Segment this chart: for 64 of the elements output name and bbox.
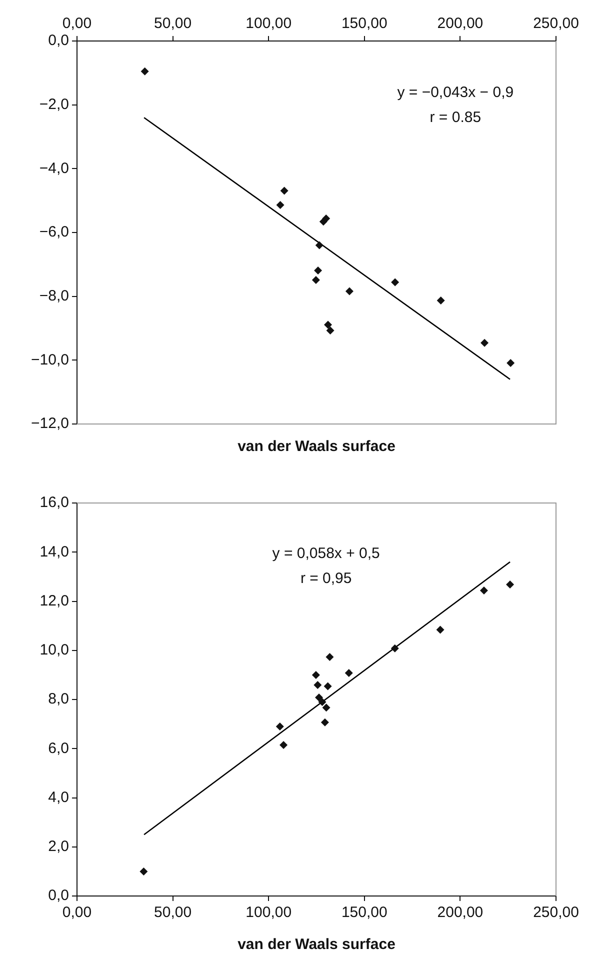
y-tick-label: 6,0 xyxy=(48,740,69,757)
point xyxy=(280,740,288,749)
y-tick-label: −6,0 xyxy=(39,224,69,241)
point xyxy=(324,682,332,690)
x-axis-title: van der Waals surface xyxy=(236,936,396,953)
point xyxy=(506,359,515,368)
y-tick-label: −12,0 xyxy=(31,415,69,432)
point xyxy=(322,214,330,222)
y-tick-label: −10,0 xyxy=(31,351,69,368)
point xyxy=(276,722,284,731)
y-tick-label: 4,0 xyxy=(48,788,69,806)
y-tick-label: −2,0 xyxy=(39,96,69,113)
y-tick-label: −8,0 xyxy=(39,287,69,304)
y-tick-label: 10,0 xyxy=(40,642,69,659)
point xyxy=(480,586,488,594)
x-tick-label: 0,00 xyxy=(62,15,92,32)
x-tick-label: 250,00 xyxy=(533,904,579,922)
x-tick-label: 150,00 xyxy=(341,904,388,922)
point xyxy=(314,266,322,274)
x-axis-title: van der Waals surface xyxy=(236,438,396,455)
point xyxy=(436,296,445,304)
x-tick-label: 200,00 xyxy=(437,15,484,32)
y-tick-label: 12,0 xyxy=(40,592,69,610)
y-tick-label: 14,0 xyxy=(40,543,69,560)
point xyxy=(436,626,444,634)
point xyxy=(345,287,354,296)
x-tick-label: 0,00 xyxy=(62,904,92,922)
point xyxy=(320,718,329,726)
point xyxy=(276,201,284,210)
point xyxy=(280,186,288,195)
point xyxy=(322,704,330,712)
point xyxy=(324,320,332,329)
point xyxy=(314,694,323,702)
point xyxy=(312,276,320,284)
point xyxy=(480,338,489,347)
point xyxy=(140,867,148,876)
point xyxy=(318,698,326,706)
point xyxy=(312,670,320,679)
x-tick-label: 100,00 xyxy=(246,904,292,922)
x-tick-label: 150,00 xyxy=(341,15,388,32)
point xyxy=(140,67,149,76)
y-tick-label: 0,0 xyxy=(48,887,69,904)
point xyxy=(344,668,353,677)
point xyxy=(391,278,400,286)
point xyxy=(314,681,322,690)
y-tick-label: −4,0 xyxy=(39,160,69,177)
x-tick-label: 200,00 xyxy=(437,904,484,922)
x-tick-label: 50,00 xyxy=(154,15,192,32)
annotation: y = 0,058x + 0,5 xyxy=(272,545,380,562)
point xyxy=(326,326,334,334)
y-tick-label: 16,0 xyxy=(40,494,69,512)
point xyxy=(390,644,399,652)
x-tick-label: 100,00 xyxy=(246,15,292,32)
annotation: r = 0.85 xyxy=(430,108,482,126)
annotation: r = 0,95 xyxy=(300,570,352,588)
x-tick-label: 50,00 xyxy=(154,904,192,922)
point xyxy=(326,653,334,662)
y-tick-label: 8,0 xyxy=(48,690,69,708)
x-tick-label: 250,00 xyxy=(533,15,579,32)
y-tick-label: 0,0 xyxy=(48,32,69,50)
y-tick-label: 2,0 xyxy=(48,838,69,856)
point xyxy=(315,241,324,250)
point xyxy=(506,580,514,589)
annotation: y = −0,043x − 0,9 xyxy=(397,84,514,101)
